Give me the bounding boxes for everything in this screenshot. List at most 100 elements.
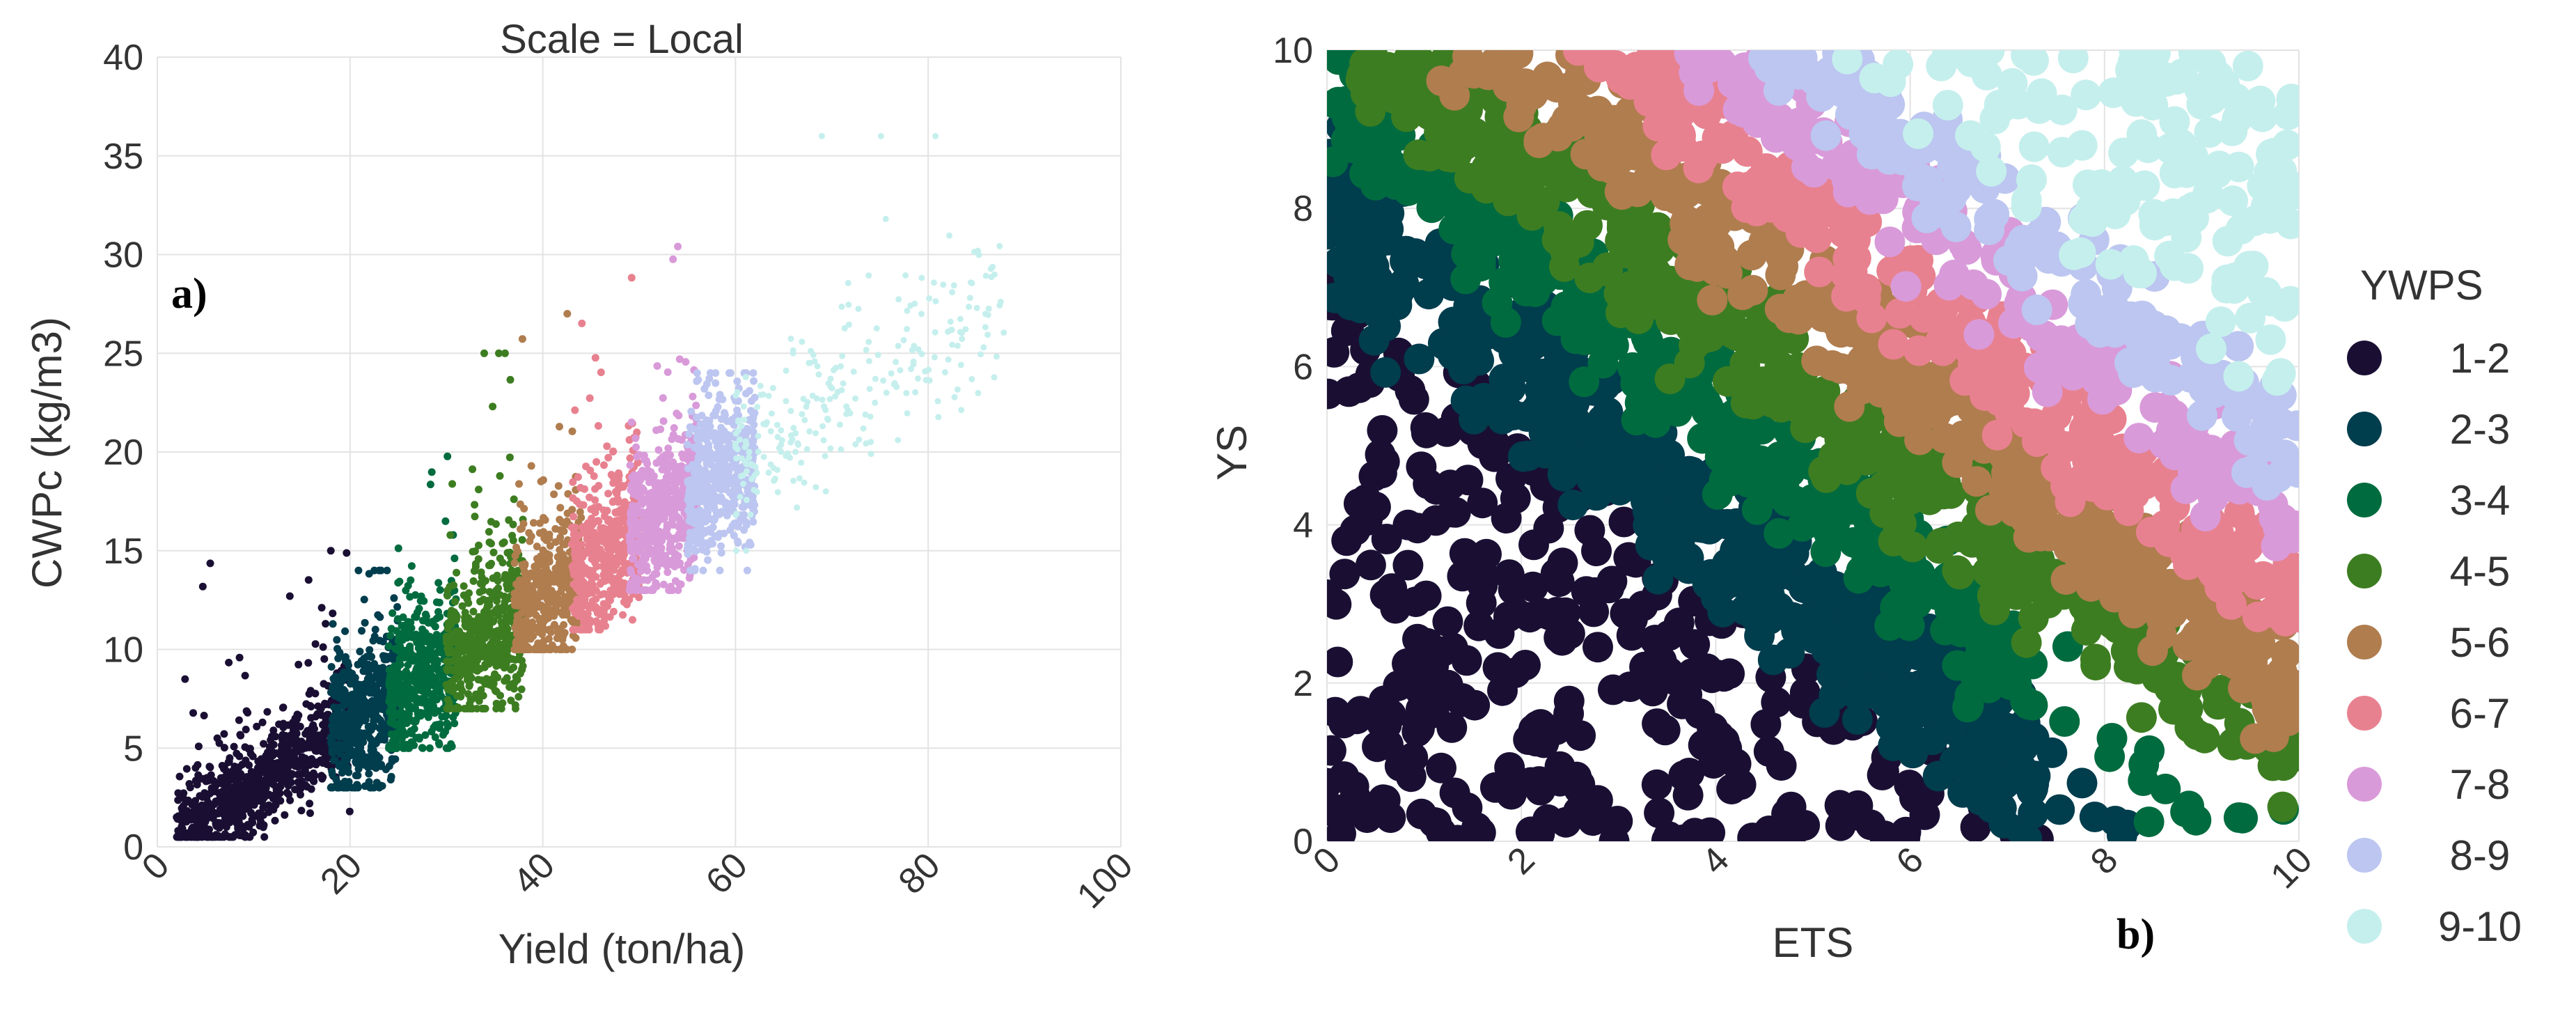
point: [518, 561, 526, 569]
point: [450, 608, 458, 616]
point: [333, 645, 341, 653]
point: [498, 559, 507, 567]
point: [294, 660, 303, 669]
point: [546, 625, 554, 634]
point: [505, 453, 514, 462]
point: [633, 453, 641, 461]
point: [395, 678, 403, 687]
point: [794, 440, 801, 447]
point: [664, 444, 673, 453]
point: [673, 513, 681, 521]
point: [562, 646, 570, 653]
point: [199, 806, 207, 814]
point: [577, 560, 586, 568]
point: [941, 369, 948, 376]
point: [604, 602, 612, 610]
point: [356, 740, 364, 749]
point: [597, 578, 606, 586]
point: [572, 634, 580, 642]
point: [249, 752, 257, 760]
point: [744, 426, 753, 434]
point: [341, 627, 350, 635]
point: [904, 307, 911, 314]
point: [288, 770, 297, 778]
point: [345, 661, 352, 669]
point: [300, 770, 308, 777]
point: [591, 508, 599, 517]
point: [331, 756, 339, 764]
point: [563, 310, 572, 318]
point: [387, 680, 395, 687]
point: [769, 384, 776, 391]
point: [669, 534, 677, 543]
point: [893, 359, 900, 366]
point: [365, 570, 373, 578]
point: [633, 428, 641, 437]
point: [503, 604, 511, 612]
point: [406, 593, 414, 601]
point: [257, 755, 265, 763]
point: [1355, 549, 1386, 581]
point: [219, 810, 228, 818]
point: [196, 820, 204, 829]
point: [993, 353, 1000, 360]
point: [959, 336, 966, 343]
point: [966, 295, 973, 302]
point: [1432, 606, 1463, 637]
point: [568, 506, 576, 514]
point: [235, 716, 243, 724]
point: [700, 453, 708, 462]
point: [205, 763, 214, 771]
point: [926, 377, 933, 384]
point: [263, 708, 272, 716]
point: [349, 721, 357, 729]
point: [203, 774, 211, 782]
point: [496, 471, 504, 480]
point: [385, 666, 393, 674]
point: [635, 548, 643, 556]
point: [581, 529, 590, 537]
point: [485, 561, 493, 570]
point: [701, 539, 709, 547]
point: [198, 813, 206, 822]
point: [765, 469, 772, 476]
point: [434, 608, 442, 616]
point: [285, 790, 293, 799]
point: [778, 448, 785, 455]
point: [673, 463, 682, 471]
point: [518, 335, 526, 343]
point: [441, 517, 450, 525]
point: [735, 465, 744, 473]
point: [572, 581, 581, 588]
point: [427, 468, 436, 476]
point: [424, 713, 432, 722]
point: [507, 666, 515, 673]
point: [671, 483, 680, 492]
point: [431, 733, 439, 741]
point: [888, 370, 895, 377]
point: [297, 740, 306, 748]
point: [304, 576, 313, 584]
point: [485, 538, 494, 547]
point: [230, 742, 238, 751]
point: [485, 528, 493, 536]
point: [1327, 767, 1343, 799]
point: [574, 611, 583, 620]
point: [322, 620, 330, 628]
point: [469, 705, 476, 712]
point: [469, 607, 478, 616]
point: [650, 510, 658, 519]
point: [991, 374, 998, 381]
point: [925, 366, 932, 373]
point: [627, 507, 635, 515]
point: [331, 673, 340, 680]
point: [801, 416, 808, 423]
point: [716, 442, 724, 450]
point: [973, 304, 980, 311]
point: [371, 625, 379, 634]
point: [511, 552, 519, 560]
point: [516, 669, 524, 678]
point: [253, 722, 261, 731]
point: [717, 423, 725, 432]
point: [321, 699, 329, 708]
